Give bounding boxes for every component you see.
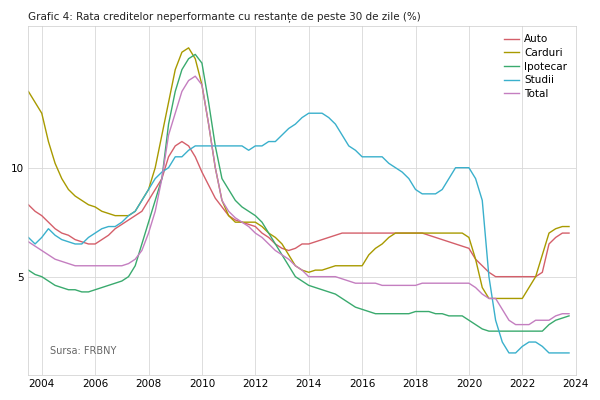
Ipotecar [172, 89, 179, 94]
Total [172, 111, 179, 116]
Auto [178, 139, 185, 144]
Total [512, 322, 519, 327]
Text: Grafic 4: Rata creditelor neperformante cu restanțe de peste 30 de zile (%): Grafic 4: Rata creditelor neperformante … [28, 11, 421, 22]
Auto [285, 248, 292, 253]
Studii [172, 154, 179, 159]
Ipotecar [152, 198, 159, 203]
Total [452, 281, 459, 286]
Studii [466, 165, 473, 170]
Carduri [152, 165, 159, 170]
Auto [565, 231, 572, 236]
Carduri [172, 67, 179, 72]
Ipotecar [565, 314, 572, 318]
Legend: Auto, Carduri, Ipotecar, Studii, Total: Auto, Carduri, Ipotecar, Studii, Total [500, 31, 571, 102]
Total [152, 209, 159, 214]
Line: Auto: Auto [28, 142, 569, 277]
Ipotecar [191, 52, 199, 57]
Auto [492, 274, 499, 279]
Ipotecar [25, 268, 32, 272]
Auto [172, 144, 179, 148]
Auto [152, 187, 159, 192]
Studii [505, 350, 512, 355]
Total [191, 74, 199, 78]
Studii [152, 176, 159, 181]
Text: Sursa: FRBNY: Sursa: FRBNY [50, 346, 116, 356]
Studii [452, 165, 459, 170]
Auto [466, 246, 473, 251]
Ipotecar [485, 329, 493, 334]
Studii [25, 235, 32, 240]
Total [178, 89, 185, 94]
Carduri [485, 296, 493, 301]
Carduri [452, 231, 459, 236]
Line: Ipotecar: Ipotecar [28, 54, 569, 331]
Ipotecar [452, 314, 459, 318]
Carduri [466, 235, 473, 240]
Ipotecar [285, 263, 292, 268]
Auto [185, 144, 192, 148]
Carduri [178, 50, 185, 55]
Total [285, 257, 292, 262]
Carduri [565, 224, 572, 229]
Ipotecar [466, 318, 473, 323]
Line: Carduri: Carduri [28, 48, 569, 298]
Total [25, 239, 32, 244]
Line: Total: Total [28, 76, 569, 325]
Studii [178, 154, 185, 159]
Auto [452, 242, 459, 246]
Ipotecar [178, 67, 185, 72]
Studii [565, 350, 572, 355]
Carduri [285, 252, 292, 257]
Total [565, 311, 572, 316]
Line: Studii: Studii [28, 113, 569, 353]
Studii [278, 133, 286, 138]
Studii [305, 111, 313, 116]
Total [466, 281, 473, 286]
Carduri [25, 89, 32, 94]
Carduri [185, 46, 192, 50]
Auto [25, 202, 32, 207]
